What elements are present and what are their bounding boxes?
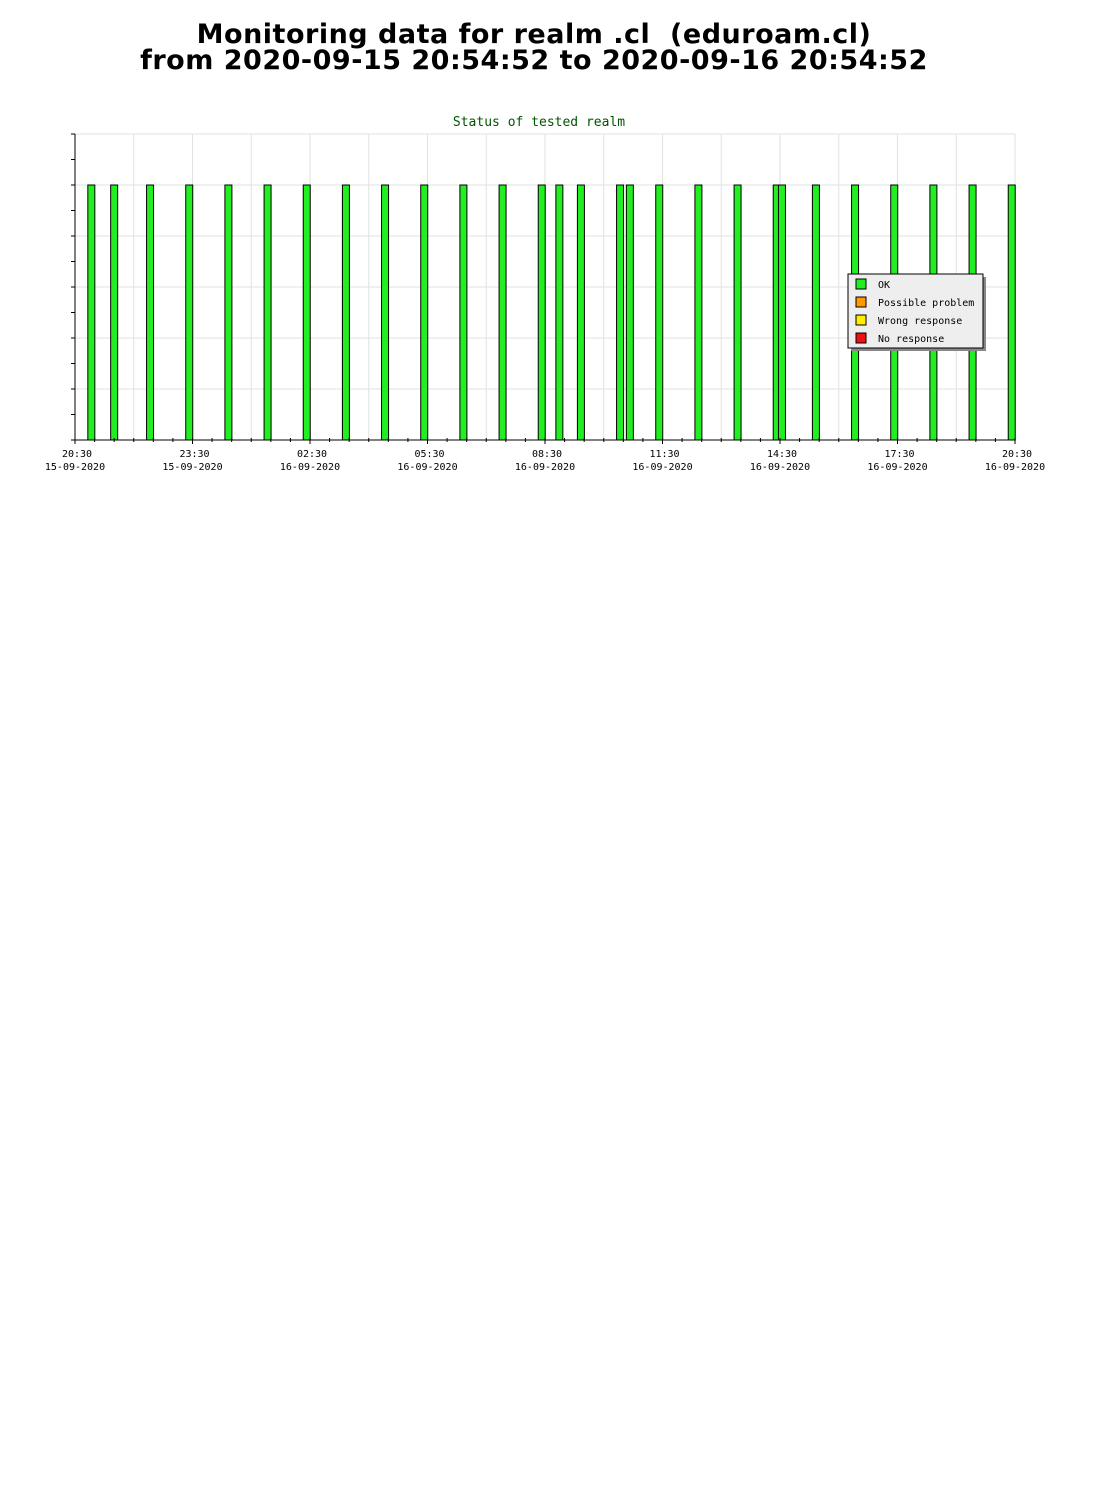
x-tick-label-time: 11:30 xyxy=(649,449,679,460)
x-tick-label-time: 02:30 xyxy=(297,449,327,460)
bar-ok xyxy=(811,184,820,441)
status-chart: Status of tested realm 20:30 15-09-2020 23… xyxy=(45,115,1045,473)
bar-ok xyxy=(576,184,585,441)
x-tick-label-time: 05:30 xyxy=(414,449,444,460)
bar-ok xyxy=(555,184,564,441)
bar-ok xyxy=(341,184,350,441)
chart-title: Status of tested realm xyxy=(453,115,625,130)
legend-label: No response xyxy=(878,334,944,345)
legend-box xyxy=(847,273,984,349)
legend-label: OK xyxy=(878,280,890,291)
bar-ok xyxy=(224,184,233,441)
bar-ok xyxy=(110,184,119,441)
bar-ok xyxy=(420,184,429,441)
legend-label: Possible problem xyxy=(878,298,974,309)
bar-ok xyxy=(733,184,742,441)
legend-swatch-wrong-response xyxy=(855,314,867,326)
bar-ok xyxy=(381,184,390,441)
x-tick-label-time: 17:30 xyxy=(884,449,914,460)
x-tick-label-time: 20:30 xyxy=(1002,449,1032,460)
legend-label: Wrong response xyxy=(878,316,962,327)
chart-legend: OK Possible problem Wrong response No respo… xyxy=(847,273,986,351)
bar-ok xyxy=(263,184,272,441)
bar-ok xyxy=(625,184,634,441)
bar-ok xyxy=(185,184,194,441)
x-tick-label-date: 15-09-2020 xyxy=(45,462,105,473)
bar-ok xyxy=(537,184,546,441)
page-title-line-2: from 2020-09-15 20:54:52 to 2020-09-16 2… xyxy=(140,45,928,76)
x-tick-label-time: 23:30 xyxy=(179,449,209,460)
x-tick-label-time: 20:30 xyxy=(62,449,92,460)
legend-swatch-possible-problem xyxy=(855,296,867,308)
bar-ok xyxy=(616,184,625,441)
chart-axes xyxy=(71,133,1016,444)
x-axis-ticks: 20:30 15-09-2020 23:30 15-09-2020 02:30 16-09… xyxy=(45,449,1045,473)
x-tick-label-date: 15-09-2020 xyxy=(162,462,222,473)
bar-ok xyxy=(146,184,155,441)
x-tick-label-time: 14:30 xyxy=(767,449,797,460)
x-tick-label-date: 16-09-2020 xyxy=(280,462,340,473)
x-tick-label-date: 16-09-2020 xyxy=(985,462,1045,473)
x-tick-label-date: 16-09-2020 xyxy=(632,462,692,473)
bar-ok xyxy=(302,184,311,441)
bar-ok xyxy=(498,184,507,441)
bar-ok xyxy=(694,184,703,441)
bar-ok xyxy=(1007,184,1016,441)
bar-ok xyxy=(459,184,468,441)
x-tick-label-date: 16-09-2020 xyxy=(867,462,927,473)
x-tick-label-date: 16-09-2020 xyxy=(515,462,575,473)
x-tick-label-time: 08:30 xyxy=(532,449,562,460)
bar-ok xyxy=(655,184,664,441)
x-tick-label-date: 16-09-2020 xyxy=(397,462,457,473)
x-tick-label-date: 16-09-2020 xyxy=(750,462,810,473)
legend-swatch-no-response xyxy=(855,332,867,344)
bar-ok xyxy=(87,184,96,441)
page-title-line-1: Monitoring data for realm .cl (eduroam.c… xyxy=(196,19,872,50)
bar-ok xyxy=(777,184,786,441)
legend-swatch-ok xyxy=(855,278,867,290)
page-title: Monitoring data for realm .cl (eduroam.c… xyxy=(0,19,1068,76)
